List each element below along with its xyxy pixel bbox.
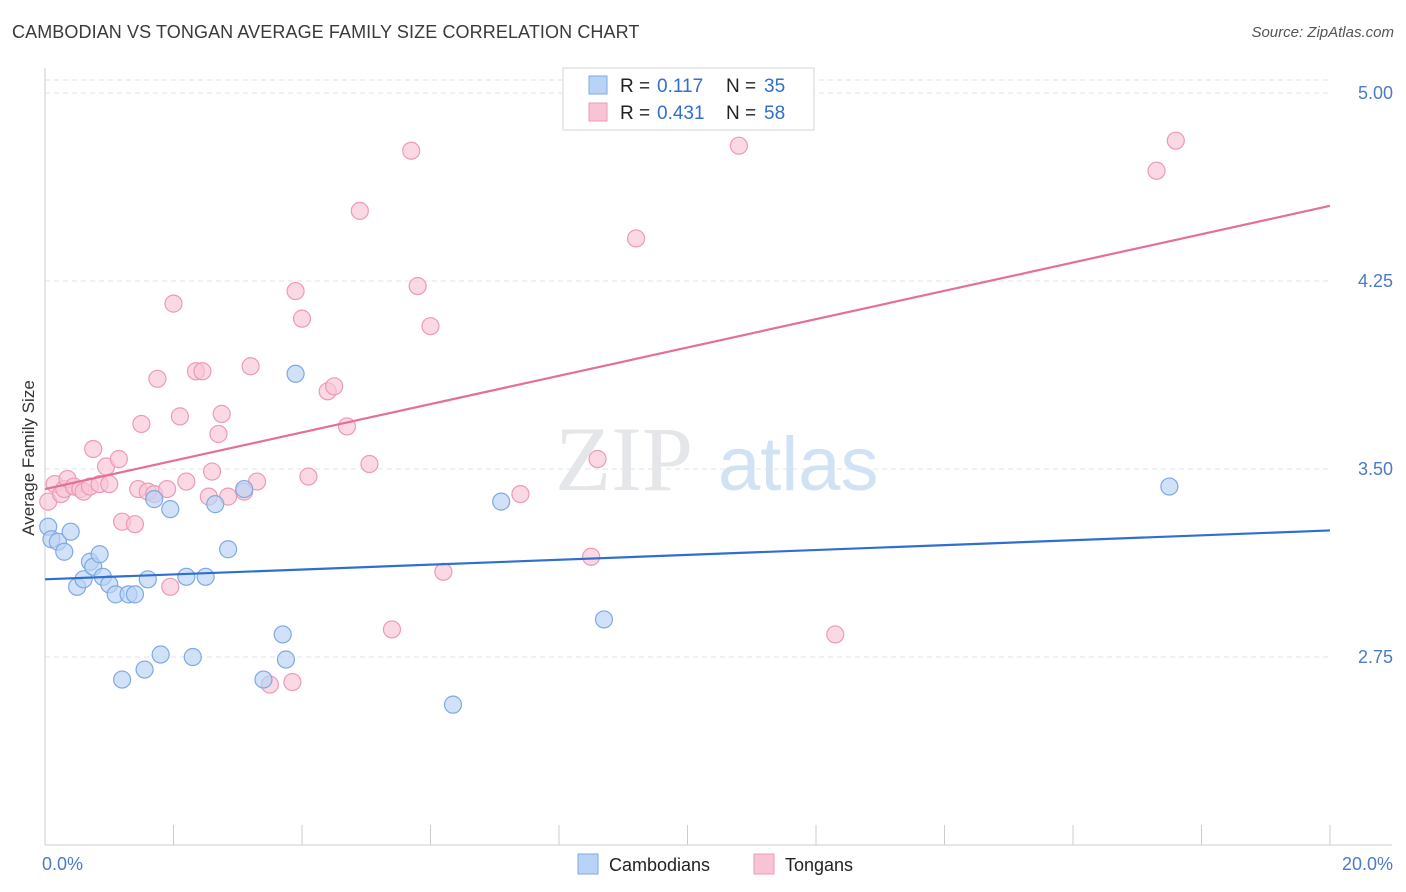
legend-n-label: N = xyxy=(726,103,756,124)
cambodian-point xyxy=(74,570,93,589)
tongan-point xyxy=(729,136,749,155)
correlation-legend: R = 0.117 N = 35 R = 0.431 N = 58 xyxy=(562,67,815,131)
tongan-trend-line xyxy=(44,204,1331,491)
legend-r-label: R = xyxy=(620,103,650,124)
cambodian-point xyxy=(125,585,145,604)
tongan-point xyxy=(177,472,196,491)
tongan-point xyxy=(588,449,607,469)
tongan-point xyxy=(125,515,145,534)
cambodian-point xyxy=(177,567,196,586)
cambodian-point xyxy=(273,625,292,644)
axes xyxy=(44,68,1392,846)
y-tick-label: 3.50 xyxy=(1358,459,1393,479)
cambodian-point xyxy=(161,500,180,519)
bottom-legend-swatch-cambodians xyxy=(577,853,599,875)
tongan-point xyxy=(626,229,646,248)
tongan-point xyxy=(511,484,530,504)
grid-lines xyxy=(45,79,1330,658)
cambodian-point xyxy=(112,670,132,689)
y-tick-label: 2.75 xyxy=(1358,647,1393,667)
tongan-point xyxy=(299,467,318,486)
tongan-point xyxy=(1147,161,1166,180)
cambodian-point xyxy=(1160,477,1179,496)
cambodian-points xyxy=(39,364,1179,714)
cambodian-trend-line xyxy=(44,529,1331,581)
tongan-point xyxy=(202,462,222,481)
x-tick-label-max: 20.0% xyxy=(1342,854,1393,874)
legend-swatch-cambodians xyxy=(588,75,608,95)
tongan-point xyxy=(132,414,151,434)
tongan-point xyxy=(84,439,103,459)
cambodian-point xyxy=(286,364,305,383)
tongan-point xyxy=(193,362,212,381)
tongan-point xyxy=(421,317,440,336)
cambodian-point xyxy=(90,545,109,564)
cambodian-point xyxy=(196,567,215,586)
tongan-point xyxy=(826,625,845,644)
tongan-point xyxy=(402,141,421,160)
cambodian-point xyxy=(138,570,157,589)
cambodian-point xyxy=(594,610,614,629)
trend-lines xyxy=(44,204,1331,581)
cambodian-point xyxy=(145,490,164,509)
cambodian-point xyxy=(443,695,463,714)
bottom-legend-tongans: Tongans xyxy=(785,855,853,875)
tongan-point xyxy=(360,454,379,474)
bottom-legend-cambodians: Cambodians xyxy=(609,855,710,875)
legend-n-tongans: 58 xyxy=(764,103,785,124)
legend-r-label: R = xyxy=(620,76,650,97)
y-tick-labels: 2.75 3.50 4.25 5.00 xyxy=(1358,83,1393,667)
watermark-zip: ZIP xyxy=(555,408,693,510)
y-axis-title: Average Family Size xyxy=(19,380,38,536)
bottom-legend-swatch-tongans xyxy=(753,853,775,875)
chart-title: CAMBODIAN VS TONGAN AVERAGE FAMILY SIZE … xyxy=(12,22,640,42)
cambodian-point xyxy=(61,522,80,541)
cambodian-point xyxy=(135,660,154,679)
tongan-point xyxy=(292,309,312,328)
watermark-atlas: atlas xyxy=(718,422,879,507)
tongan-point xyxy=(325,377,344,396)
cambodian-point xyxy=(151,645,170,664)
tongan-point xyxy=(100,474,119,494)
tongan-point xyxy=(283,672,302,692)
tongan-point xyxy=(382,620,402,639)
x-tick-label-min: 0.0% xyxy=(42,854,83,874)
cambodian-point xyxy=(183,647,202,667)
tongan-point xyxy=(157,479,177,499)
tongan-point xyxy=(148,369,167,388)
legend-r-cambodians: 0.117 xyxy=(657,76,703,97)
tongan-point xyxy=(212,404,231,423)
tongan-point xyxy=(241,357,260,376)
tongan-point xyxy=(109,449,128,469)
legend-n-cambodians: 35 xyxy=(764,76,785,97)
legend-n-label: N = xyxy=(726,76,756,97)
cambodian-point xyxy=(492,492,511,511)
cambodian-point xyxy=(276,650,296,669)
cambodian-point xyxy=(55,542,74,561)
legend-swatch-tongans xyxy=(588,102,608,122)
tongan-point xyxy=(434,562,453,581)
cambodian-point xyxy=(235,479,254,499)
cambodian-point xyxy=(206,495,225,514)
x-tick-labels: 0.0% 20.0% xyxy=(42,854,1393,874)
cambodian-point xyxy=(219,540,238,559)
tongan-point xyxy=(350,201,369,220)
tongan-point xyxy=(1166,131,1185,150)
source-attribution: Source: ZipAtlas.com xyxy=(1251,24,1394,41)
tongan-point xyxy=(582,547,601,566)
legend-r-tongans: 0.431 xyxy=(657,103,705,124)
tongan-point xyxy=(170,407,190,426)
series-legend: Cambodians Tongans xyxy=(577,853,853,875)
y-tick-label: 4.25 xyxy=(1358,271,1393,291)
tongan-point xyxy=(408,276,427,296)
tongan-point xyxy=(209,424,228,444)
watermark: ZIP atlas xyxy=(555,408,879,510)
tongan-point xyxy=(286,281,305,301)
tongan-point xyxy=(164,294,183,313)
tongan-point xyxy=(161,577,180,596)
y-tick-label: 5.00 xyxy=(1358,83,1393,103)
cambodian-point xyxy=(254,670,273,689)
